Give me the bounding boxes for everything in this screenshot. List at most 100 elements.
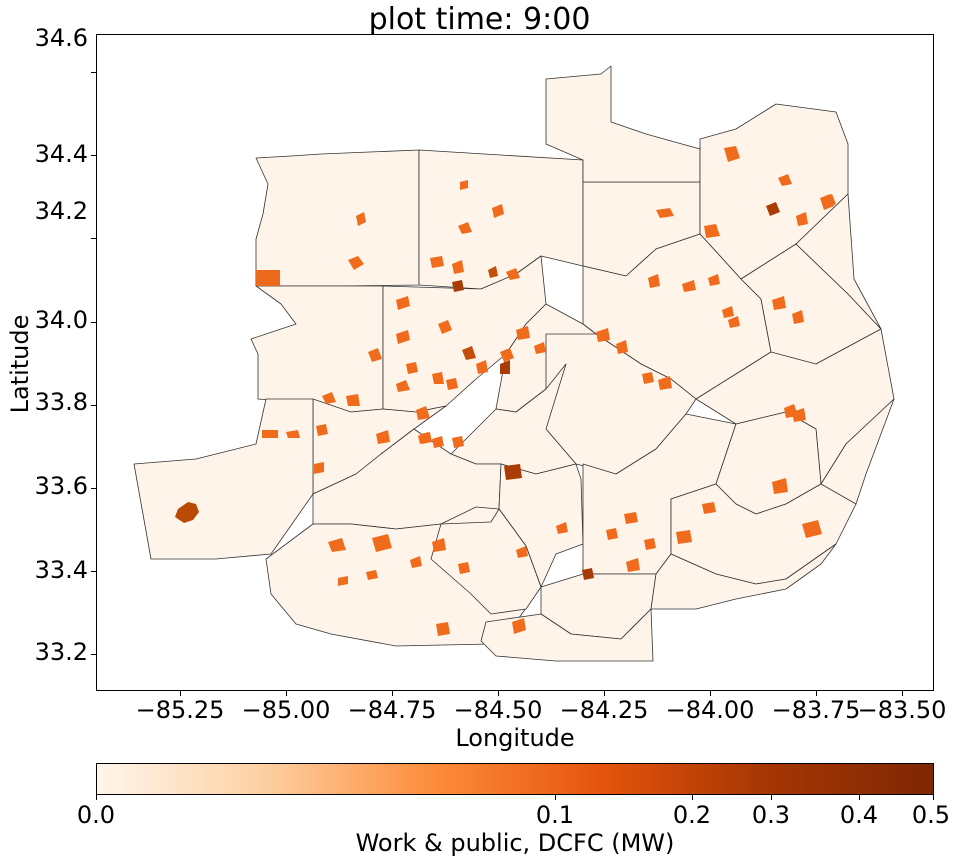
county-region [650,543,837,610]
demand-patch [368,348,382,362]
demand-patch [772,478,788,494]
x-tick-mark [710,691,711,696]
demand-patch [432,538,446,552]
demand-patch [642,372,654,384]
demand-patch [376,430,390,444]
y-tick-mark [91,72,96,73]
x-tick-label: −84.00 [665,696,755,724]
demand-patch [438,320,452,334]
demand-patch [322,392,336,404]
y-tick-mark [91,405,96,406]
demand-patch [648,274,660,288]
demand-patch [430,256,444,268]
demand-patch [626,558,640,572]
demand-patch [802,520,822,538]
colorbar-tick-mark [555,795,556,800]
demand-patch [792,310,804,324]
colorbar-tick-label: 0.3 [751,801,791,829]
county-region [430,508,542,615]
demand-patch [446,378,458,390]
demand-patch [516,546,528,558]
demand-patch [396,296,410,310]
county-region [250,285,384,413]
demand-patch [396,380,410,392]
demand-patch [534,342,546,354]
demand-patch [366,570,378,580]
y-tick-label: 33.2 [34,638,88,666]
colorbar-tick-label: 0.1 [535,801,575,829]
demand-patch [256,270,280,286]
colorbar-tick-label: 0.0 [76,801,116,829]
demand-patch [500,348,514,362]
colorbar-tick-mark [933,795,934,800]
demand-patch [452,280,464,292]
demand-patch [724,146,740,162]
demand-patch [616,340,628,354]
colorbar [96,763,934,795]
demand-patch [338,576,348,586]
x-tick-mark [392,691,393,696]
y-axis-label: Latitude [6,314,34,414]
demand-patch [328,538,346,552]
county-region [255,149,420,287]
charging-demand-patches [175,146,836,636]
demand-patch [658,376,672,390]
atlanta-region-map [133,65,895,662]
demand-patch [656,208,674,218]
demand-patch [356,212,366,226]
demand-patch [410,556,422,568]
colorbar-tick-mark [96,795,97,800]
county-polygons [133,65,895,662]
demand-patch [728,316,740,328]
x-tick-mark [498,691,499,696]
y-tick-label: 33.6 [34,472,88,500]
demand-patch [778,174,792,186]
demand-patch [772,296,786,310]
demand-patch [286,430,300,438]
demand-patch [460,180,468,190]
demand-patch [452,260,464,274]
y-tick-mark [91,238,96,239]
demand-patch [504,464,522,480]
colorbar-tick-mark [859,795,860,800]
demand-patch [420,432,432,444]
colorbar-tick-label: 0.2 [672,801,712,829]
demand-patch [476,360,488,374]
x-tick-mark [286,691,287,696]
y-tick-mark [91,571,96,572]
colorbar-tick-label: 0.4 [839,801,879,829]
y-tick-label: 34.0 [34,306,88,334]
demand-patch [314,462,324,474]
demand-patch [596,328,610,342]
county-region [418,149,584,290]
colorbar-tick-mark [771,795,772,800]
demand-patch [406,362,418,374]
demand-patch [432,436,444,448]
x-tick-mark [902,691,903,696]
county-region [795,193,882,330]
demand-patch [582,568,594,580]
demand-patch [606,528,618,540]
y-tick-label: 34.4 [34,140,88,168]
x-tick-mark [180,691,181,696]
y-tick-mark [91,488,96,489]
x-tick-mark [604,691,605,696]
demand-patch [512,618,526,634]
demand-patch [792,408,806,422]
plot-title: plot time: 9:00 [368,2,591,37]
demand-patch [500,360,510,374]
y-tick-label: 33.4 [34,556,88,584]
demand-patch [346,394,360,406]
y-tick-label: 34.6 [34,24,88,52]
demand-patch [722,306,734,318]
colorbar-tick-label: 0.5 [911,801,951,829]
demand-patch [796,212,808,226]
x-tick-label: −83.50 [857,696,947,724]
colorbar-label: Work & public, DCFC (MW) [355,829,675,857]
demand-patch [372,534,392,552]
demand-patch [676,530,692,544]
county-region [133,398,314,560]
demand-patch [416,406,430,420]
x-tick-label: −84.50 [453,696,543,724]
x-tick-label: −84.25 [559,696,649,724]
